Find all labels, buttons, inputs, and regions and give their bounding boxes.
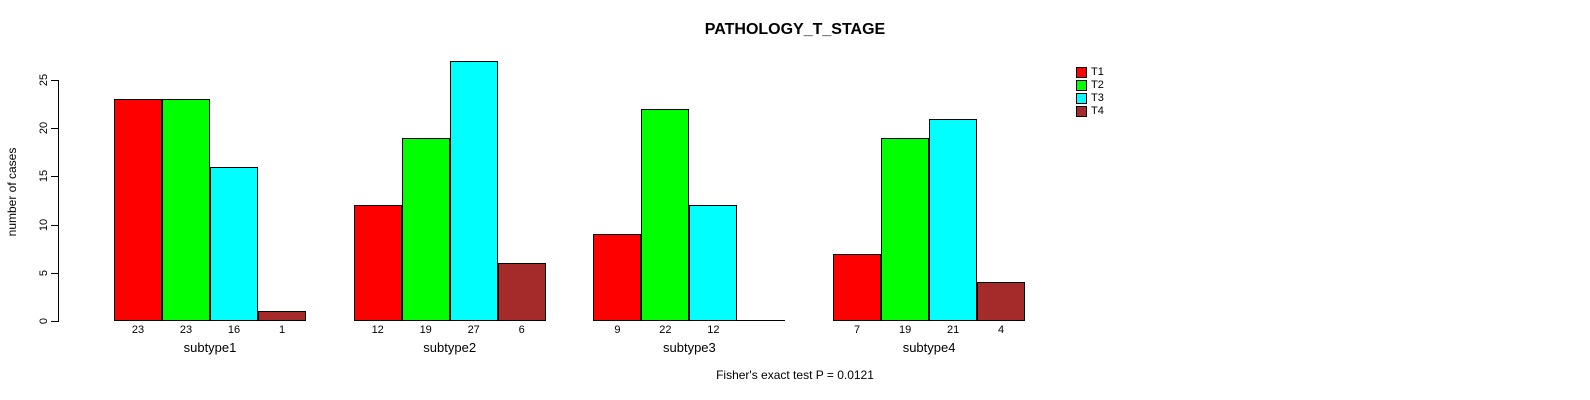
bar-T4-subtype4 <box>977 282 1026 321</box>
y-axis-tick <box>51 176 58 178</box>
bar-T3-subtype4 <box>929 118 978 321</box>
bar-T2-subtype1 <box>162 99 210 321</box>
bar-value-label: 12 <box>707 324 720 336</box>
y-axis-tick-label: 15 <box>38 170 50 183</box>
y-axis-title: number of cases <box>5 147 19 237</box>
y-axis-tick <box>51 224 58 226</box>
bar-value-label: 16 <box>227 324 241 336</box>
bar-T2-subtype2 <box>401 137 450 321</box>
y-axis-tick-label: 10 <box>38 218 50 231</box>
bar-T4-subtype1 <box>258 311 306 321</box>
y-axis-tick-label: 5 <box>38 269 50 276</box>
bar-T3-subtype1 <box>210 166 258 321</box>
y-axis-tick-label: 25 <box>38 73 50 87</box>
bar-value-label: 12 <box>371 324 384 336</box>
x-category-label: subtype1 <box>183 340 237 355</box>
bar-T1-subtype2 <box>353 205 402 321</box>
legend-label: T4 <box>1091 105 1104 117</box>
x-category-label: subtype4 <box>902 340 956 355</box>
y-axis-tick-label: 0 <box>38 317 50 325</box>
legend: T1 T2 T3 T4 <box>1076 66 1104 118</box>
bar-T1-subtype3 <box>593 234 642 321</box>
bar-T4-subtype2 <box>497 263 546 321</box>
bar-T1-subtype4 <box>833 253 882 321</box>
y-axis-tick-label: 20 <box>38 122 50 135</box>
legend-swatch-T1 <box>1076 67 1087 78</box>
legend-item-T3: T3 <box>1076 92 1104 105</box>
bar-T3-subtype2 <box>449 60 498 321</box>
bar-T4-subtype3 <box>737 320 786 321</box>
bar-value-label: 23 <box>179 324 193 336</box>
chart-title: PATHOLOGY_T_STAGE <box>704 21 886 38</box>
y-axis-tick <box>51 272 58 274</box>
bar-T3-subtype3 <box>689 205 738 321</box>
bar-T2-subtype4 <box>881 137 930 321</box>
legend-item-T4: T4 <box>1076 105 1104 118</box>
bar-value-label: 7 <box>854 324 861 336</box>
bar-value-label: 6 <box>518 324 525 336</box>
y-axis-tick <box>51 80 58 81</box>
x-category-label: subtype3 <box>663 340 716 355</box>
legend-label: T3 <box>1091 92 1104 104</box>
bar-value-label: 21 <box>946 324 960 336</box>
legend-swatch-T4 <box>1076 106 1087 117</box>
legend-item-T1: T1 <box>1076 66 1104 79</box>
y-axis-tick <box>51 128 58 130</box>
y-axis-tick <box>51 321 58 322</box>
bar-value-label: 23 <box>131 324 145 336</box>
stat-annotation: Fisher's exact test P = 0.0121 <box>716 368 874 382</box>
bar-value-label: 27 <box>467 324 480 336</box>
bar-value-label: 1 <box>278 324 286 336</box>
bar-value-label: 19 <box>419 324 432 336</box>
y-axis-line <box>58 80 59 322</box>
legend-swatch-T2 <box>1076 80 1087 91</box>
bar-T2-subtype3 <box>641 108 690 321</box>
legend-label: T2 <box>1091 79 1104 91</box>
legend-item-T2: T2 <box>1076 79 1104 92</box>
bar-value-label: 4 <box>998 324 1005 336</box>
bar-value-label: 9 <box>614 324 621 336</box>
legend-label: T1 <box>1091 66 1104 78</box>
bar-value-label: 22 <box>659 324 672 336</box>
bar-T1-subtype1 <box>114 99 162 321</box>
legend-swatch-T3 <box>1076 93 1087 104</box>
x-category-label: subtype2 <box>423 340 477 355</box>
bar-value-label: 19 <box>898 324 912 336</box>
